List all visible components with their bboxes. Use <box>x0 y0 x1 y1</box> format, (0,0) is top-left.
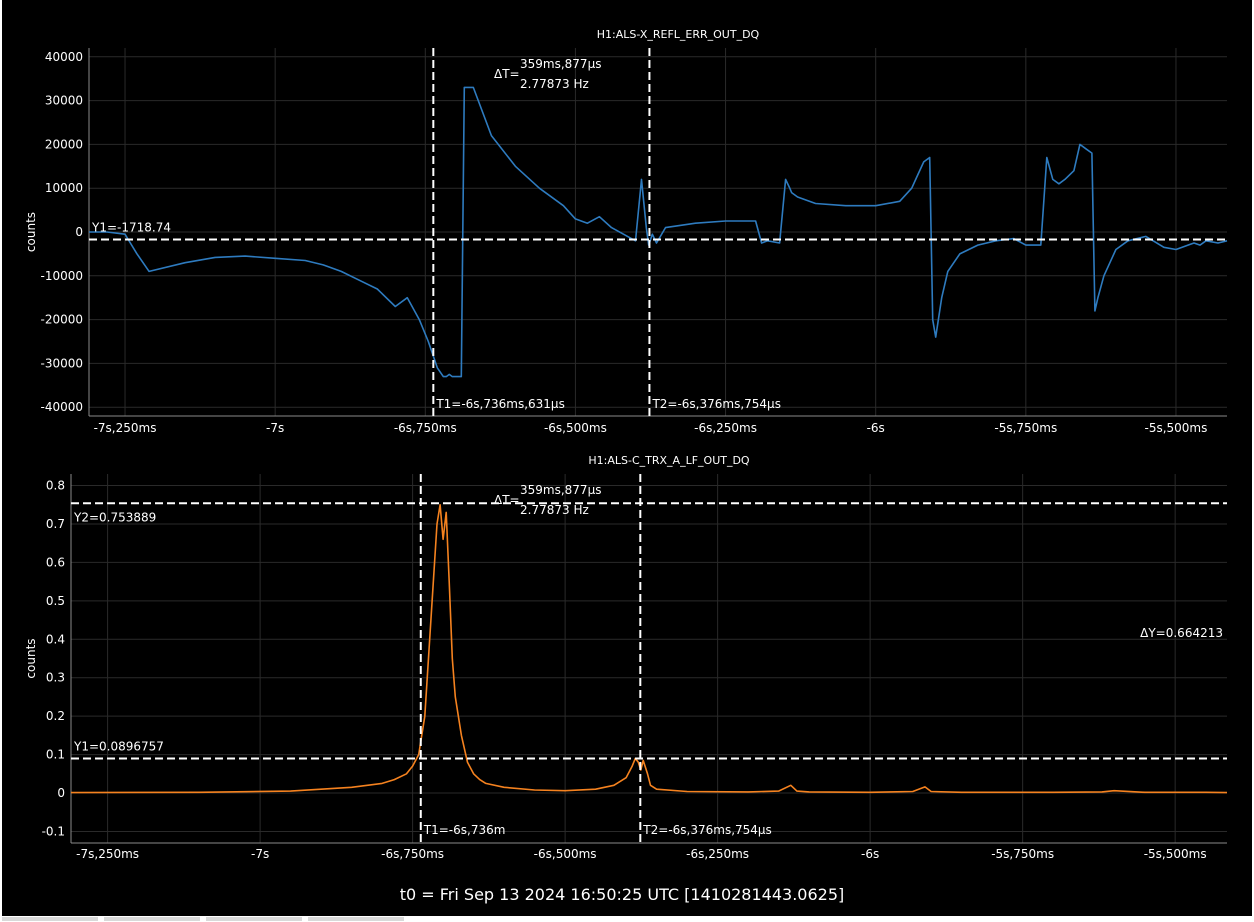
y-tick-label: 40000 <box>45 50 83 64</box>
delta-t-value: 359ms,877µs <box>520 483 601 497</box>
delta-t-label: ΔT= <box>494 67 520 81</box>
cursor-y1-label: Y1=-1718.74 <box>91 221 171 235</box>
x-tick-label: -6s,250ms <box>694 421 757 435</box>
y-tick-label: -10000 <box>40 269 83 283</box>
strip-tab[interactable] <box>206 917 302 921</box>
series-line <box>70 503 1228 794</box>
x-tick-label: -6s,750ms <box>394 421 457 435</box>
x-tick-label: -7s,250ms <box>76 847 139 861</box>
y-tick-label: 0.1 <box>46 748 65 762</box>
cursor-t1-label: T1=-6s,736ms,631µs <box>435 397 565 411</box>
x-tick-label: -5s,500ms <box>1145 421 1208 435</box>
chart-title: H1:ALS-C_TRX_A_LF_OUT_DQ <box>588 454 750 467</box>
chart-title: H1:ALS-X_REFL_ERR_OUT_DQ <box>597 28 760 41</box>
x-tick-label: -6s,250ms <box>686 847 749 861</box>
cursor-t2-label: T2=-6s,376ms,754µs <box>642 823 772 837</box>
strip-tab[interactable] <box>104 917 200 921</box>
y-tick-label: 20000 <box>45 137 83 151</box>
y-tick-label: 0 <box>75 225 83 239</box>
cursor-t1-label: T1=-6s,736m <box>423 823 506 837</box>
y-tick-label: -40000 <box>40 400 83 414</box>
delta-y-label: ΔY=0.664213 <box>1140 626 1223 640</box>
y-tick-label: 30000 <box>45 94 83 108</box>
chart-top: -7s,250ms -7s -6s,750ms -6s,500ms -6s,250ms -… <box>24 28 1228 435</box>
cursor-t2-label: T2=-6s,376ms,754µs <box>651 397 781 411</box>
bottom-tab-strip <box>0 916 1254 922</box>
cursor-y1-label: Y1=0.0896757 <box>73 740 164 754</box>
y-tick-label: 0.2 <box>46 709 65 723</box>
y-tick-label: 0.8 <box>46 479 65 493</box>
y-tick-label: 0.6 <box>46 555 65 569</box>
y-tick-label: 0.3 <box>46 671 65 685</box>
series-line <box>89 86 1228 378</box>
delta-t-value: 359ms,877µs <box>520 57 601 71</box>
x-tick-label: -7s <box>266 421 284 435</box>
x-tick-label: -5s,750ms <box>991 847 1054 861</box>
y-tick-label: 0 <box>57 786 65 800</box>
y-axis-label: counts <box>24 212 38 252</box>
x-tick-label: -7s <box>251 847 269 861</box>
y-tick-label: -0.1 <box>42 824 65 838</box>
y-tick-label: 0.5 <box>46 594 65 608</box>
x-tick-label: -6s,750ms <box>381 847 444 861</box>
x-tick-label: -5s,500ms <box>1144 847 1207 861</box>
y-axis-label: counts <box>24 638 38 678</box>
x-tick-label: -6s,500ms <box>544 421 607 435</box>
x-tick-label: -6s <box>861 847 879 861</box>
y-tick-label: 10000 <box>45 181 83 195</box>
delta-t-label: ΔT= <box>494 493 520 507</box>
strip-tab[interactable] <box>2 917 98 921</box>
delta-t-frequency: 2.77873 Hz <box>520 77 589 91</box>
x-tick-label: -6s <box>867 421 885 435</box>
strip-tab[interactable] <box>308 917 404 921</box>
x-tick-label: -7s,250ms <box>94 421 157 435</box>
y-tick-label: -20000 <box>40 313 83 327</box>
y-tick-label: 0.4 <box>46 632 65 646</box>
cursor-y2-label: Y2=0.753889 <box>73 510 156 524</box>
x-tick-label: -5s,750ms <box>994 421 1057 435</box>
y-tick-label: -30000 <box>40 356 83 370</box>
x-tick-label: -6s,500ms <box>534 847 597 861</box>
delta-t-frequency: 2.77873 Hz <box>520 503 589 517</box>
t0-footer: t0 = Fri Sep 13 2024 16:50:25 UTC [14102… <box>400 885 845 904</box>
chart-bottom: -7s,250ms -7s -6s,750ms -6s,500ms -6s,250ms -… <box>24 454 1228 861</box>
y-tick-label: 0.7 <box>46 517 65 531</box>
